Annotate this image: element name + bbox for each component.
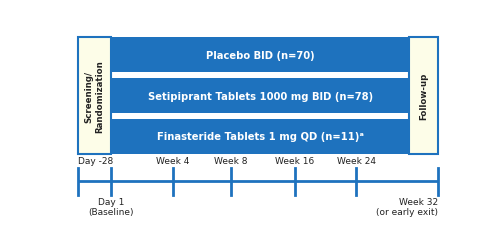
Text: Week 16: Week 16	[276, 157, 314, 166]
Text: Finasteride Tablets 1 mg QD (n=11)ᵃ: Finasteride Tablets 1 mg QD (n=11)ᵃ	[156, 132, 364, 142]
Text: Setipiprant Tablets 1000 mg BID (n=78): Setipiprant Tablets 1000 mg BID (n=78)	[148, 91, 372, 101]
Bar	[410, 38, 438, 154]
Text: Day -28: Day -28	[78, 157, 113, 166]
Text: Placebo BID (n=70): Placebo BID (n=70)	[206, 51, 314, 60]
Bar	[78, 38, 111, 154]
Bar	[111, 38, 410, 73]
Bar	[111, 79, 410, 114]
Text: Week 24: Week 24	[336, 157, 376, 166]
Text: Week 4: Week 4	[156, 157, 190, 166]
Text: Day 1
(Baseline): Day 1 (Baseline)	[88, 197, 134, 216]
Text: Week 32
(or early exit): Week 32 (or early exit)	[376, 197, 438, 216]
Text: Follow-up: Follow-up	[420, 73, 428, 120]
Text: Screening/
Randomization: Screening/ Randomization	[85, 60, 104, 133]
Bar	[111, 119, 410, 154]
Text: Week 8: Week 8	[214, 157, 248, 166]
